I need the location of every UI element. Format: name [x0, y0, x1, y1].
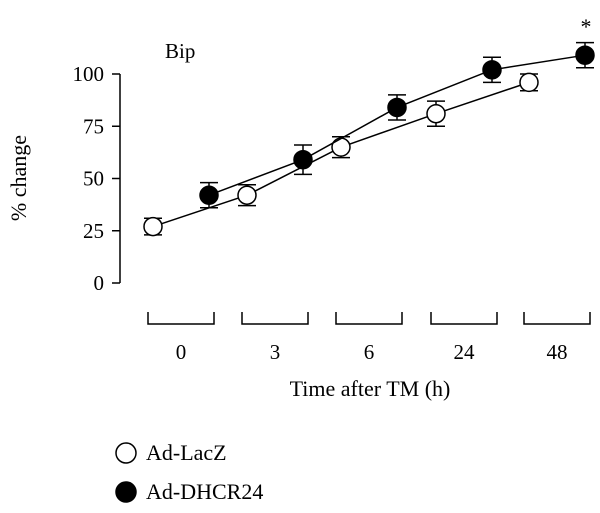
x-tick-label: 24	[454, 340, 476, 364]
x-category-bracket	[430, 312, 498, 325]
data-point-open	[143, 216, 163, 237]
data-point-filled	[387, 97, 407, 118]
data-point-open	[426, 103, 446, 124]
chart-title: Bip	[165, 39, 195, 63]
data-point-open	[237, 185, 257, 205]
y-ticks: 0 25 50 75 100	[73, 62, 120, 295]
data-point-open	[519, 72, 539, 93]
legend: Ad-LacZ Ad-DHCR24	[115, 440, 263, 504]
x-tick-label: 6	[364, 340, 375, 364]
y-tick-label: 50	[83, 167, 104, 191]
x-tick-label: 48	[547, 340, 568, 364]
data-point-open	[331, 137, 351, 157]
x-category-bracket	[335, 312, 403, 325]
x-category-bracket	[523, 312, 591, 325]
data-point-filled	[575, 45, 595, 65]
legend-label: Ad-LacZ	[146, 440, 227, 465]
x-axis-label: Time after TM (h)	[290, 376, 451, 401]
y-axis-label: % change	[6, 135, 31, 221]
y-tick-label: 75	[83, 114, 104, 138]
y-tick-label: 100	[73, 62, 105, 86]
y-tick-label: 25	[83, 219, 104, 243]
legend-marker-open	[115, 442, 137, 464]
y-tick-label: 0	[94, 271, 105, 295]
x-tick-label: 3	[270, 340, 281, 364]
data-point-filled	[293, 149, 313, 170]
data-point-filled	[199, 185, 219, 205]
x-category-bracket	[147, 312, 215, 325]
series-layer	[143, 41, 595, 237]
significance-annotation: *	[581, 14, 592, 39]
data-point-filled	[482, 60, 502, 80]
legend-label: Ad-DHCR24	[146, 479, 263, 504]
x-tick-label: 0	[176, 340, 187, 364]
x-category-bracket	[241, 312, 309, 325]
legend-marker-filled	[115, 481, 137, 503]
x-category-groups: 0 3 6 24 48	[147, 312, 591, 364]
